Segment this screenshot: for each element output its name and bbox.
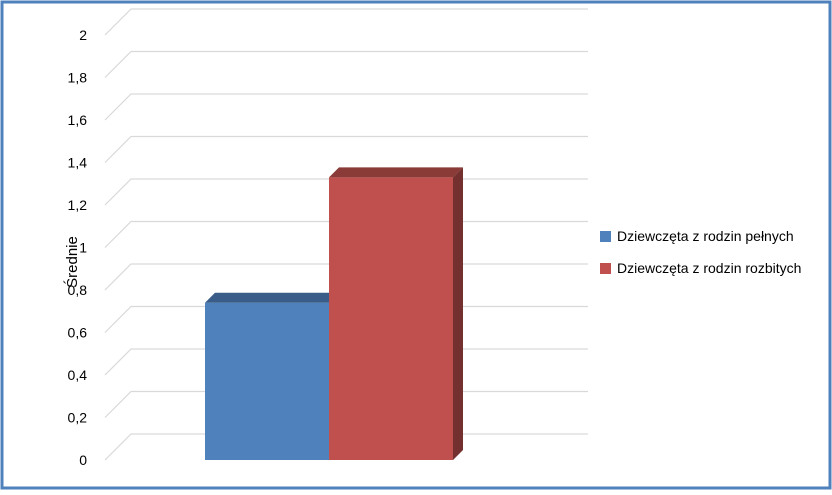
y-tick-labels: 0 0,2 0,4 0,6 0,8 1 1,2 1,4 1,6 1,8 2 — [68, 27, 88, 468]
y-tick-label: 1,8 — [68, 70, 88, 86]
legend-item: Dziewczęta z rodzin rozbitych — [600, 260, 801, 276]
gridline — [104, 93, 588, 121]
y-tick-label: 1 — [79, 240, 87, 256]
y-tick-label: 0,4 — [68, 367, 88, 383]
y-tick-label: 0,6 — [68, 325, 88, 341]
legend-swatch — [600, 263, 611, 274]
bar-1 — [205, 292, 339, 460]
y-tick-label: 1,4 — [68, 155, 88, 171]
y-tick-label: 0,2 — [68, 410, 88, 426]
gridline — [104, 135, 588, 163]
legend-label: Dziewczęta z rodzin pełnych — [617, 228, 794, 244]
y-tick-label: 1,6 — [68, 112, 88, 128]
y-tick-label: 0 — [79, 452, 87, 468]
bars — [205, 167, 463, 460]
y-tick-label: 0,8 — [68, 282, 88, 298]
y-tick-label: 1,2 — [68, 197, 88, 213]
gridline — [104, 50, 588, 78]
legend-label: Dziewczęta z rodzin rozbitych — [617, 260, 801, 276]
bar-2 — [329, 167, 463, 460]
legend: Dziewczęta z rodzin pełnych Dziewczęta z … — [600, 228, 801, 276]
legend-swatch — [600, 231, 611, 242]
y-tick-label: 2 — [79, 27, 87, 43]
y-axis-label: Średnie — [63, 236, 81, 288]
gridline — [104, 8, 588, 36]
legend-item: Dziewczęta z rodzin pełnych — [600, 228, 794, 244]
